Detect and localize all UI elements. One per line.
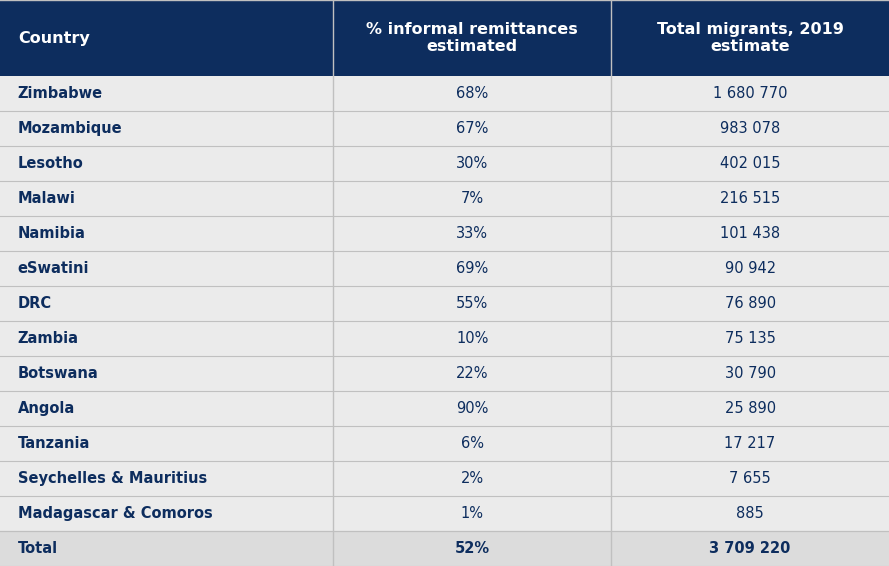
Text: 30 790: 30 790	[725, 366, 776, 381]
Bar	[0, 76, 889, 112]
Bar	[0, 391, 889, 426]
Text: Tanzania: Tanzania	[18, 436, 90, 451]
Text: 10%: 10%	[456, 331, 488, 346]
Text: Mozambique: Mozambique	[18, 121, 123, 136]
Text: 90 942: 90 942	[725, 261, 776, 276]
Bar	[0, 147, 889, 181]
Bar	[0, 286, 889, 321]
Text: 885: 885	[736, 506, 764, 521]
Text: 6%: 6%	[461, 436, 484, 451]
Bar	[0, 181, 889, 216]
Text: Namibia: Namibia	[18, 226, 85, 241]
Text: 101 438: 101 438	[720, 226, 781, 241]
Text: 76 890: 76 890	[725, 296, 776, 311]
Text: Angola: Angola	[18, 401, 75, 416]
Bar	[0, 321, 889, 356]
Bar	[0, 496, 889, 531]
Text: 17 217: 17 217	[725, 436, 776, 451]
Text: Total migrants, 2019
estimate: Total migrants, 2019 estimate	[657, 22, 844, 54]
Text: 2%: 2%	[461, 471, 484, 486]
Text: Seychelles & Mauritius: Seychelles & Mauritius	[18, 471, 207, 486]
Text: 67%: 67%	[456, 121, 488, 136]
Bar	[0, 251, 889, 286]
Bar	[0, 356, 889, 391]
Text: DRC: DRC	[18, 296, 52, 311]
Text: 75 135: 75 135	[725, 331, 775, 346]
Text: 90%: 90%	[456, 401, 488, 416]
Text: Total: Total	[18, 541, 58, 556]
Text: 983 078: 983 078	[720, 121, 781, 136]
Text: Madagascar & Comoros: Madagascar & Comoros	[18, 506, 212, 521]
Text: 55%: 55%	[456, 296, 488, 311]
Text: 33%: 33%	[456, 226, 488, 241]
Text: Zambia: Zambia	[18, 331, 79, 346]
Text: 7 655: 7 655	[729, 471, 771, 486]
Text: 22%: 22%	[456, 366, 489, 381]
Text: Country: Country	[18, 31, 90, 46]
Text: Botswana: Botswana	[18, 366, 99, 381]
Text: 52%: 52%	[454, 541, 490, 556]
Bar	[0, 531, 889, 566]
Text: % informal remittances
estimated: % informal remittances estimated	[366, 22, 578, 54]
Bar	[0, 216, 889, 251]
Bar	[0, 112, 889, 147]
Bar	[333, 0, 612, 76]
Bar	[612, 0, 889, 76]
Text: 25 890: 25 890	[725, 401, 776, 416]
Text: Zimbabwe: Zimbabwe	[18, 87, 103, 101]
Bar	[0, 426, 889, 461]
Bar	[0, 0, 333, 76]
Text: 1%: 1%	[461, 506, 484, 521]
Text: 3 709 220: 3 709 220	[709, 541, 791, 556]
Text: Lesotho: Lesotho	[18, 156, 84, 171]
Text: 69%: 69%	[456, 261, 488, 276]
Text: 68%: 68%	[456, 87, 488, 101]
Text: 216 515: 216 515	[720, 191, 781, 207]
Text: eSwatini: eSwatini	[18, 261, 89, 276]
Text: Malawi: Malawi	[18, 191, 76, 207]
Bar	[0, 461, 889, 496]
Text: 30%: 30%	[456, 156, 488, 171]
Text: 7%: 7%	[461, 191, 484, 207]
Text: 1 680 770: 1 680 770	[713, 87, 788, 101]
Text: 402 015: 402 015	[720, 156, 781, 171]
